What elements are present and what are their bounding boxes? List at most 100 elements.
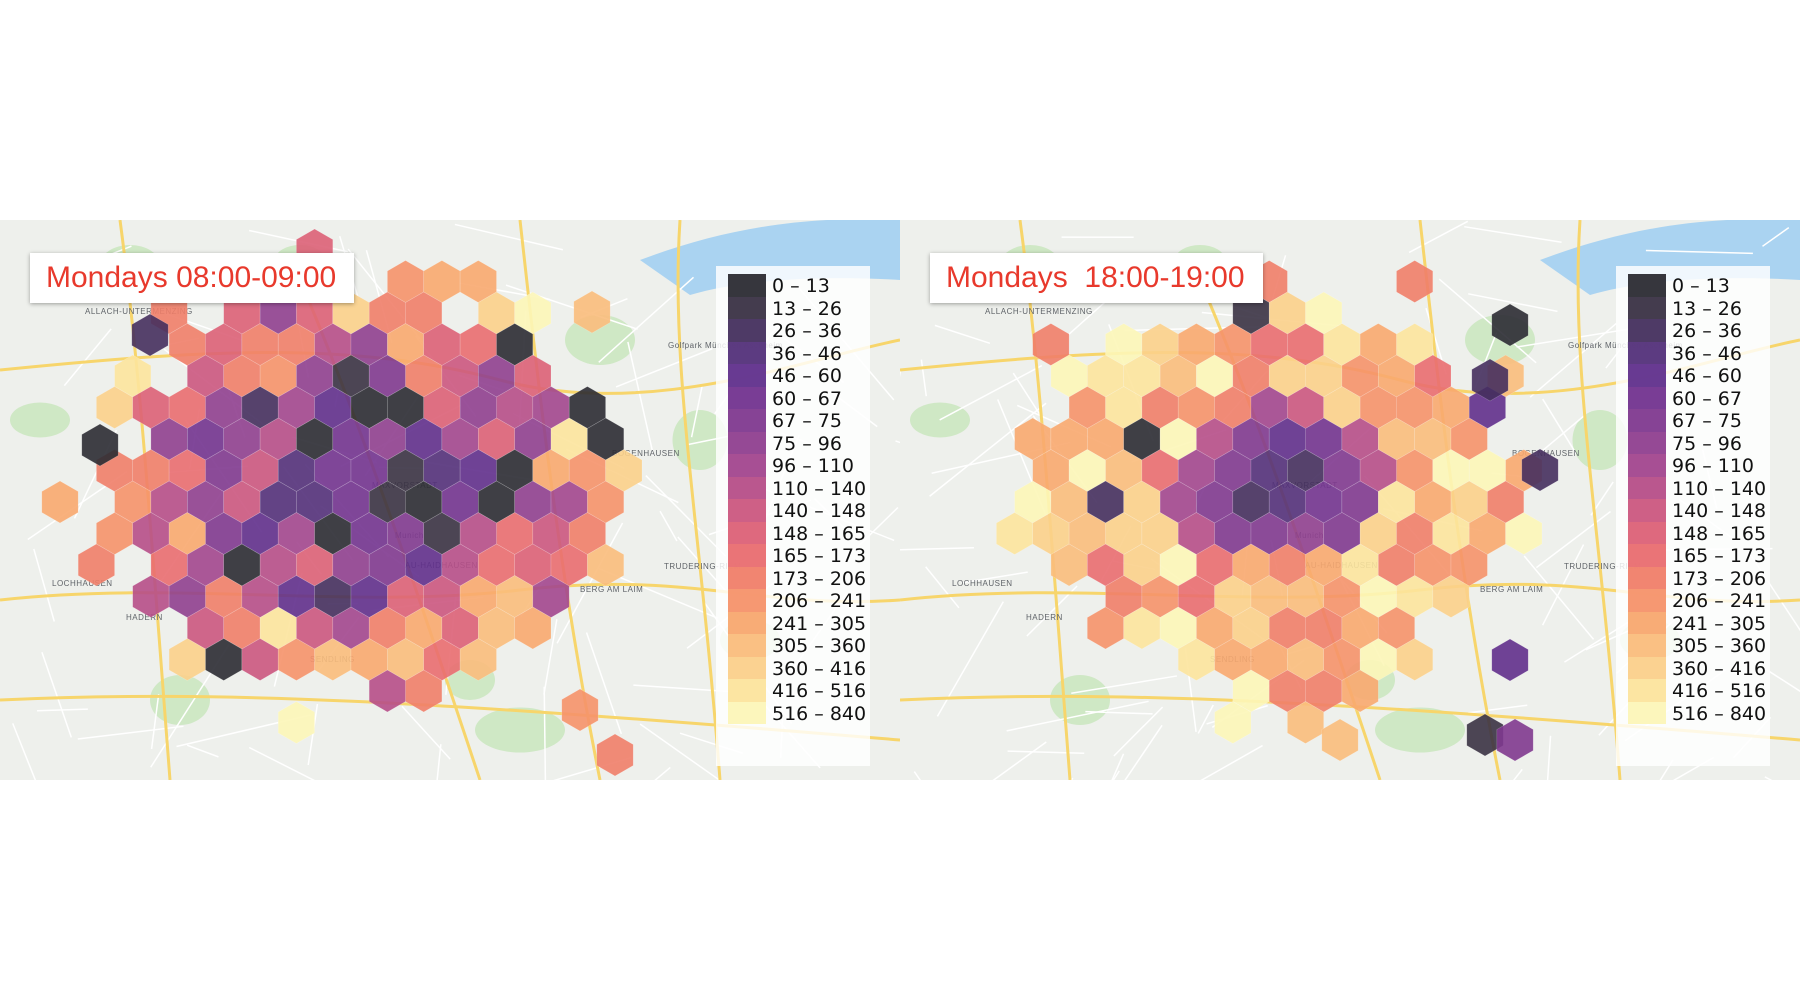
legend-label: 13 – 26 <box>772 297 842 320</box>
legend-label: 75 – 96 <box>772 432 842 455</box>
hex-cell <box>1214 701 1252 744</box>
panel-title: Mondays 08:00-09:00 <box>30 253 355 303</box>
legend-label: 206 – 241 <box>1672 590 1767 612</box>
legend-swatch <box>1628 364 1666 387</box>
legend-entry: 60 – 67 <box>728 386 866 410</box>
legend-swatch <box>728 499 766 522</box>
legend-swatch <box>1628 589 1666 612</box>
legend-entry: 516 – 840 <box>728 701 867 725</box>
map-place-label: ALLACH-UNTERMENZING <box>85 307 193 316</box>
map-place-label: HADERN <box>126 613 163 622</box>
legend-swatch <box>1628 679 1666 702</box>
legend-label: 75 – 96 <box>1672 432 1742 455</box>
legend-swatch <box>1628 296 1666 319</box>
legend-entry: 165 – 173 <box>728 544 866 567</box>
legend-label: 13 – 26 <box>1672 297 1742 320</box>
legend-label: 0 – 13 <box>772 275 830 297</box>
legend-label: 241 – 305 <box>772 612 867 635</box>
hex-cell <box>1521 448 1559 492</box>
hex-cell <box>1491 638 1529 682</box>
legend-swatch <box>1628 499 1666 522</box>
legend-label: 110 – 140 <box>772 477 867 500</box>
legend-swatch <box>1628 341 1666 364</box>
legend-entry: 416 – 516 <box>728 679 866 702</box>
legend-entry: 173 – 206 <box>1628 566 1766 590</box>
color-legend: 0 – 13 13 – 26 26 – 36 36 – 46 46 – 60 60 – 6… <box>716 266 870 766</box>
legend-label: 305 – 360 <box>772 635 867 657</box>
hex-cell <box>77 543 115 587</box>
map-place-label: LOCHHAUSEN <box>52 579 113 588</box>
legend-entry: 140 – 148 <box>1628 499 1766 522</box>
legend-entry: 67 – 75 <box>728 409 866 432</box>
legend-swatch <box>728 679 766 702</box>
legend-label: 416 – 516 <box>1672 680 1767 702</box>
hex-cell <box>1432 575 1470 618</box>
legend-entry: 0 – 13 <box>1628 274 1766 297</box>
legend-entry: 96 – 110 <box>728 454 866 477</box>
map-place-label: LOCHHAUSEN <box>952 579 1013 588</box>
legend-swatch <box>728 454 766 477</box>
legend-label: 36 – 46 <box>1672 342 1742 365</box>
legend-swatch <box>728 364 766 387</box>
map-panel-evening: ALLACH-UNTERMENZINGBOGENHAUSENTRUDERING-… <box>900 220 1800 780</box>
legend-label: 46 – 60 <box>1672 365 1742 387</box>
map-place-label: ALLACH-UNTERMENZING <box>985 307 1093 316</box>
legend-swatch <box>1628 409 1666 432</box>
legend-entry: 140 – 148 <box>728 499 866 522</box>
legend-entry: 148 – 165 <box>1628 521 1767 545</box>
legend-swatch <box>1628 386 1666 409</box>
legend-label: 60 – 67 <box>1672 387 1742 410</box>
legend-entry: 206 – 241 <box>728 589 866 612</box>
hex-cell <box>596 733 634 777</box>
legend-entry: 36 – 46 <box>728 341 866 365</box>
legend-swatch <box>728 341 766 364</box>
legend-label: 148 – 165 <box>1672 522 1767 545</box>
panel-title: Mondays 18:00-19:00 <box>930 253 1263 303</box>
legend-label: 140 – 148 <box>1672 500 1767 522</box>
legend-swatch <box>1628 476 1666 499</box>
legend-entry: 75 – 96 <box>1628 431 1766 455</box>
hex-cell <box>1505 512 1543 555</box>
legend-label: 110 – 140 <box>1672 477 1767 500</box>
legend-entry: 75 – 96 <box>728 431 866 455</box>
legend-entry: 416 – 516 <box>1628 679 1766 702</box>
legend-label: 36 – 46 <box>772 342 842 365</box>
legend-label: 416 – 516 <box>772 680 867 702</box>
hex-cell <box>1491 303 1529 347</box>
legend-label: 46 – 60 <box>772 365 842 387</box>
legend-label: 165 – 173 <box>1672 545 1767 567</box>
legend-label: 206 – 241 <box>772 590 867 612</box>
legend-entry: 26 – 36 <box>728 319 866 342</box>
legend-label: 96 – 110 <box>772 455 855 477</box>
legend-label: 148 – 165 <box>772 522 867 545</box>
hex-cell <box>561 688 599 732</box>
legend-entry: 241 – 305 <box>1628 611 1766 635</box>
hex-cell <box>405 669 443 713</box>
hex-cell <box>459 638 497 681</box>
legend-label: 96 – 110 <box>1672 455 1755 477</box>
legend-entry: 148 – 165 <box>728 521 867 545</box>
legend-label: 360 – 416 <box>1672 657 1767 680</box>
legend-label: 26 – 36 <box>1672 320 1742 342</box>
legend-swatch <box>1628 701 1666 724</box>
map-place-label: TRUDERING-RIEM <box>664 562 741 571</box>
legend-swatch <box>1628 611 1666 634</box>
legend-label: 173 – 206 <box>772 567 867 590</box>
legend-entry: 206 – 241 <box>1628 589 1766 612</box>
legend-swatch <box>1628 544 1666 567</box>
legend-label: 516 – 840 <box>772 702 867 725</box>
legend-label: 165 – 173 <box>772 545 867 567</box>
legend-swatch <box>1628 656 1666 679</box>
legend-entry: 96 – 110 <box>1628 454 1766 477</box>
legend-entry: 13 – 26 <box>1628 296 1766 320</box>
legend-label: 305 – 360 <box>1672 635 1767 657</box>
legend-entry: 26 – 36 <box>1628 319 1766 342</box>
map-place-label: BERG AM LAIM <box>580 585 643 594</box>
legend-swatch <box>728 589 766 612</box>
color-legend: 0 – 13 13 – 26 26 – 36 36 – 46 46 – 60 60 – 6… <box>1616 266 1770 766</box>
hex-cell <box>1396 638 1434 681</box>
legend-swatch <box>728 566 766 589</box>
legend-entry: 36 – 46 <box>1628 341 1766 365</box>
legend-entry: 67 – 75 <box>1628 409 1766 432</box>
legend-swatch <box>728 274 766 297</box>
